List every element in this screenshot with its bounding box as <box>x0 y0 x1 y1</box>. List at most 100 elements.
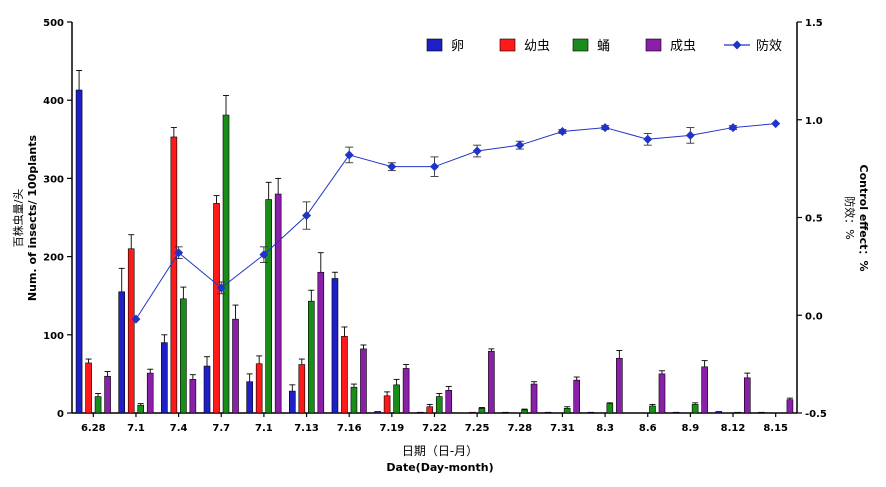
legend: 卵 幼虫 蛹 成虫 防效 <box>426 38 782 54</box>
right-y-tick-label: 0.0 <box>805 311 823 322</box>
control-effect-point <box>771 119 781 129</box>
bar <box>691 404 699 414</box>
bar <box>189 379 197 414</box>
bar <box>743 377 751 414</box>
x-tick-label: 6.28 <box>81 423 106 434</box>
bar <box>426 406 434 414</box>
legend-swatch <box>426 38 443 52</box>
bar <box>563 408 571 414</box>
left-y-tick-label: 300 <box>43 174 64 185</box>
left-axis-title-en: Num. of insects/ 100plants <box>26 134 39 301</box>
bar <box>232 318 239 414</box>
control-effect-point <box>685 130 695 140</box>
bar <box>331 278 339 414</box>
bar <box>360 348 367 414</box>
bar <box>383 395 391 414</box>
bar <box>786 399 794 414</box>
x-tick-label: 7.22 <box>422 423 447 434</box>
legend-line-marker <box>732 40 742 50</box>
legend-label: 幼虫 <box>524 39 550 54</box>
bar <box>478 408 486 414</box>
bar <box>94 396 102 414</box>
x-tick-label: 8.6 <box>639 423 657 434</box>
left-y-tick-label: 0 <box>57 409 64 420</box>
bar <box>544 411 552 414</box>
bar <box>502 411 509 414</box>
left-y-tick-label: 100 <box>43 331 64 342</box>
bar <box>104 375 111 414</box>
bar <box>127 248 135 414</box>
control-effect-point <box>643 134 653 144</box>
legend-label: 防效 <box>756 38 782 54</box>
left-axis-title-cn: 百株虫量/头 <box>11 189 25 248</box>
legend-label: 蛹 <box>597 39 610 54</box>
right-axis-title-en: Control effect：% <box>857 165 870 272</box>
bar <box>75 89 83 414</box>
bar <box>445 390 453 414</box>
bar <box>246 381 253 414</box>
bar <box>341 336 348 414</box>
line-layer <box>131 119 781 324</box>
bar <box>734 411 742 414</box>
x-tick-label: 8.12 <box>721 423 746 434</box>
bars-layer <box>75 70 794 414</box>
right-y-tick-label: 1.5 <box>805 18 823 29</box>
control-effect-point <box>216 283 226 293</box>
right-y-tick-label: -0.5 <box>805 409 827 420</box>
bar <box>521 409 528 414</box>
bar <box>118 291 126 414</box>
bar <box>416 411 424 414</box>
bar <box>573 379 580 414</box>
bar <box>435 396 443 414</box>
x-tick-label: 7.31 <box>550 423 575 434</box>
control-effect-point <box>131 314 141 324</box>
bar <box>530 383 538 414</box>
legend-label: 成虫 <box>670 39 696 54</box>
bar <box>161 342 168 414</box>
bar <box>672 411 680 414</box>
control-effect-point <box>515 140 525 150</box>
bar <box>203 365 211 414</box>
bar <box>715 411 723 414</box>
right-axis-title-cn: 防效：% <box>843 196 857 239</box>
left-y-tick-label: 400 <box>43 96 64 107</box>
x-axis-title-en: Date(Day-month) <box>386 461 493 474</box>
bar <box>469 411 476 414</box>
bar <box>289 390 296 414</box>
control-effect-point <box>344 150 354 160</box>
control-effect-point <box>302 211 312 221</box>
x-tick-label: 7.1 <box>127 423 145 434</box>
x-tick-label: 7.28 <box>507 423 532 434</box>
bar <box>374 411 381 414</box>
bar <box>85 362 92 414</box>
bar <box>222 114 230 414</box>
bar <box>488 350 495 414</box>
legend-swatch <box>499 38 516 52</box>
x-tick-label: 7.25 <box>465 423 490 434</box>
bar <box>701 366 708 414</box>
bar <box>137 404 145 414</box>
bar <box>317 271 325 414</box>
bar <box>265 199 272 414</box>
axes-layer: 0 100 200 300 400 500 -0.5 0.0 0.5 1.0 1.5 6.28 7.1 7… <box>43 18 827 434</box>
control-effect-line <box>135 123 776 320</box>
control-effect-point <box>259 250 269 260</box>
control-effect-point <box>430 162 439 172</box>
x-tick-label: 7.4 <box>170 423 188 434</box>
bar <box>587 411 595 414</box>
x-tick-label: 7.7 <box>212 423 230 434</box>
bar <box>606 403 614 414</box>
bar <box>616 357 623 414</box>
left-y-tick-label: 200 <box>43 253 64 264</box>
x-tick-label: 7.19 <box>380 423 405 434</box>
bar <box>298 364 306 414</box>
bar <box>213 203 220 414</box>
control-effect-point <box>557 126 567 136</box>
bar <box>180 298 187 414</box>
x-tick-label: 7.1 <box>255 423 273 434</box>
bar <box>658 373 666 414</box>
bar <box>308 300 315 414</box>
legend-swatch <box>572 38 589 52</box>
left-y-tick-label: 500 <box>43 18 64 29</box>
